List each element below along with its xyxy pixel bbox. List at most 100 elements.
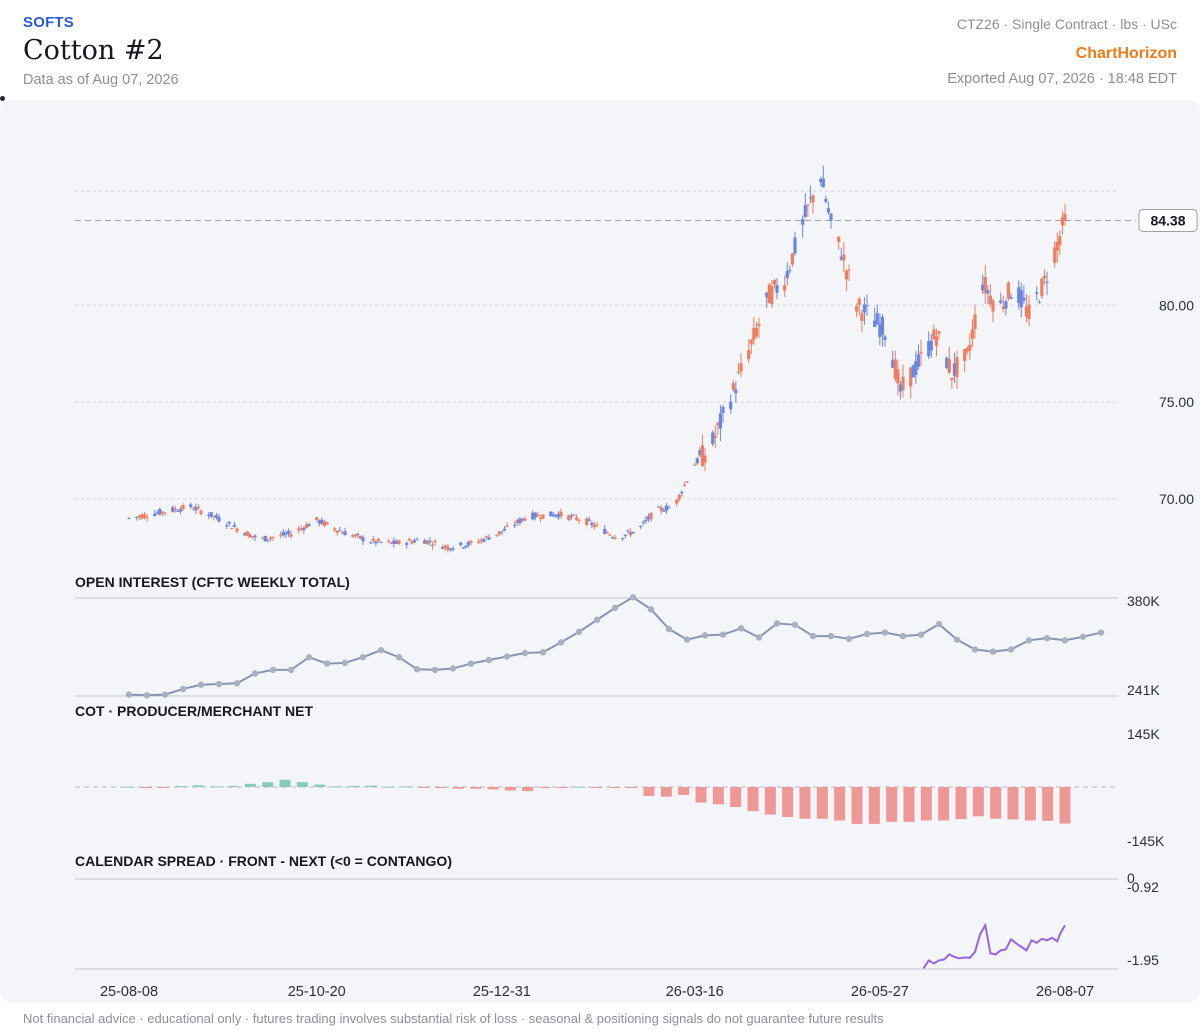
oi-point — [143, 692, 151, 699]
candle-body — [772, 279, 777, 285]
candle-body — [518, 518, 522, 524]
candle-body — [785, 271, 789, 279]
candle-body — [711, 432, 715, 444]
cot-bar — [990, 787, 1002, 819]
cot-bar — [816, 787, 828, 819]
cot-bar — [712, 787, 724, 805]
candle-body — [927, 341, 931, 357]
chart-canvas[interactable]: 70.00 75.00 80.00 84.38 OPEN INTEREST (CFTC … — [0, 100, 1200, 1002]
candle-body — [757, 323, 761, 326]
candle-body — [196, 506, 201, 508]
cot-bar — [366, 785, 378, 787]
oi-point — [629, 594, 637, 601]
candle-body — [484, 536, 489, 538]
candle-body — [569, 515, 573, 518]
candle-body — [574, 517, 579, 520]
oi-point — [269, 666, 277, 674]
oi-panel-title: OPEN INTEREST (CFTC WEEKLY TOTAL) — [75, 574, 350, 590]
oi-point — [179, 685, 187, 693]
candle-body — [901, 376, 905, 390]
candle-body — [1024, 306, 1029, 317]
candle-body — [520, 518, 525, 521]
cot-bar — [938, 787, 950, 821]
cot-bar — [244, 783, 256, 787]
x-tick-label: 25-12-31 — [473, 984, 531, 1000]
candle-body — [819, 179, 823, 182]
last-price-badge — [1138, 208, 1198, 232]
cot-bar — [1007, 787, 1019, 820]
candle-body — [914, 360, 918, 375]
candle-body — [937, 331, 941, 334]
candle-body — [662, 510, 666, 512]
cot-bar — [764, 787, 776, 815]
candle-body — [451, 548, 455, 550]
candle-body — [225, 525, 229, 527]
candle-body — [374, 541, 378, 544]
candle-body — [983, 277, 987, 294]
candle-body — [567, 515, 571, 520]
candle-body — [230, 528, 234, 530]
candle-body — [628, 531, 633, 536]
oi-point — [197, 681, 205, 688]
oi-point — [611, 604, 619, 612]
candle-body — [963, 348, 967, 362]
candle-body — [659, 507, 663, 511]
candle-body — [1022, 297, 1026, 301]
candle-body — [227, 521, 231, 524]
oi-point — [593, 616, 601, 624]
candle-body — [1009, 296, 1013, 299]
oi-tick-label: 241K — [1127, 682, 1160, 698]
x-tick-label: 26-08-07 — [1036, 984, 1094, 1000]
cot-bar — [452, 787, 464, 789]
candle-body — [1045, 281, 1049, 283]
cot-bar — [210, 786, 222, 788]
cot-bar — [296, 782, 308, 787]
chart-panel: 70.00 75.00 80.00 84.38 OPEN INTEREST (CFTC … — [0, 100, 1200, 1002]
candle-body — [425, 540, 429, 544]
oi-point — [431, 666, 439, 674]
candle-body — [736, 371, 741, 373]
oi-point — [323, 660, 331, 667]
candle-body — [533, 512, 537, 518]
footer-disclaimer: Not financial advice · educational only … — [23, 1011, 884, 1026]
candle-body — [1004, 301, 1008, 309]
oi-point — [863, 630, 871, 638]
candle-body — [299, 528, 303, 530]
corner-dot — [0, 96, 5, 101]
candle-body — [731, 383, 735, 390]
candle-body — [991, 300, 995, 312]
cot-bar — [799, 787, 811, 819]
cot-bar — [192, 785, 204, 787]
candle-body — [428, 540, 432, 543]
candle-body — [857, 298, 861, 305]
candle-body — [523, 518, 527, 521]
oi-point — [881, 629, 889, 636]
candle-body — [826, 208, 831, 213]
cot-bar — [470, 787, 482, 789]
candle-body — [981, 284, 985, 291]
candle-body — [713, 435, 717, 438]
oi-point — [1025, 637, 1033, 644]
brand-logo[interactable]: ChartHorizon — [1075, 45, 1177, 62]
cot-bar — [660, 787, 672, 797]
candle-body — [538, 517, 543, 519]
candle-body — [443, 545, 447, 548]
candle-body — [248, 533, 252, 538]
cot-bar — [418, 787, 430, 788]
candle-body — [279, 534, 283, 536]
candle-body — [893, 359, 897, 379]
candle-body — [340, 532, 345, 534]
oi-point — [1079, 633, 1087, 640]
candle-body — [752, 327, 756, 340]
cot-bar — [626, 787, 638, 788]
oi-point — [485, 656, 493, 664]
candle-body — [664, 505, 669, 511]
candle-body — [783, 285, 787, 291]
candle-body — [315, 517, 319, 521]
candle-body — [495, 534, 499, 536]
candle-body — [590, 522, 594, 526]
candle-body — [142, 514, 147, 518]
oi-line — [128, 596, 1102, 697]
oi-point — [287, 666, 295, 674]
candle-body — [155, 512, 159, 514]
